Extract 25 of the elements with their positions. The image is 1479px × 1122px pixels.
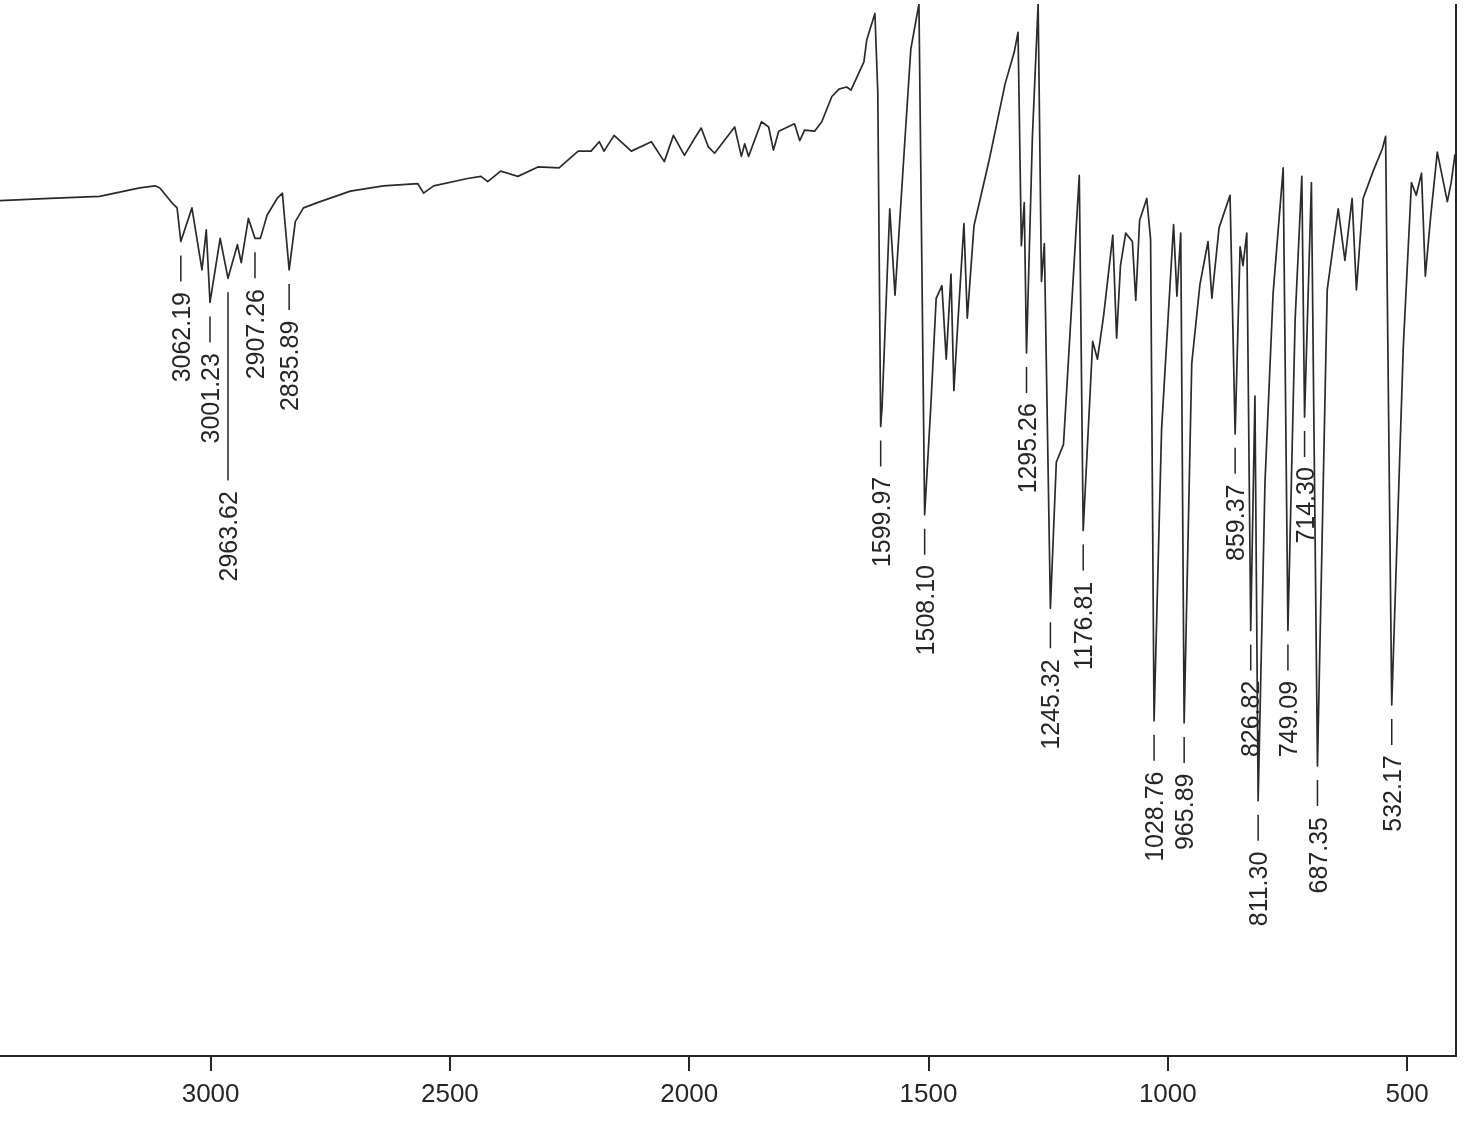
annotation: 1245.32 [1036, 659, 1065, 750]
x-tick-label: 2000 [660, 1077, 719, 1108]
x-tick-label: 2500 [420, 1077, 479, 1108]
annotation: 2963.62 [213, 491, 242, 582]
x-tick-label: 3000 [181, 1077, 240, 1108]
x-tick-label: 1000 [1138, 1077, 1197, 1108]
annotation: 1508.10 [910, 565, 939, 656]
annotation: 687.35 [1303, 816, 1332, 894]
annotation: 3001.23 [195, 353, 224, 444]
annotation: 1295.26 [1012, 403, 1041, 494]
annotation: 965.89 [1170, 773, 1199, 851]
x-tick-label: 500 [1385, 1077, 1429, 1108]
annotation: 749.09 [1273, 680, 1302, 758]
x-tick-label: 1500 [899, 1077, 958, 1108]
annotation: 859.37 [1221, 484, 1250, 561]
annotation: 3062.19 [167, 291, 196, 383]
annotation: 1599.97 [867, 476, 896, 568]
annotation: 811.30 [1243, 851, 1272, 927]
annotation: 1028.76 [1140, 771, 1169, 862]
annotation: 532.17 [1377, 755, 1406, 832]
annotation: 714.30 [1290, 467, 1319, 544]
annotation: 2907.26 [240, 288, 269, 380]
annotation: 2835.89 [275, 320, 304, 412]
annotation: 1176.81 [1069, 581, 1098, 671]
annotation: 826.82 [1236, 680, 1265, 758]
